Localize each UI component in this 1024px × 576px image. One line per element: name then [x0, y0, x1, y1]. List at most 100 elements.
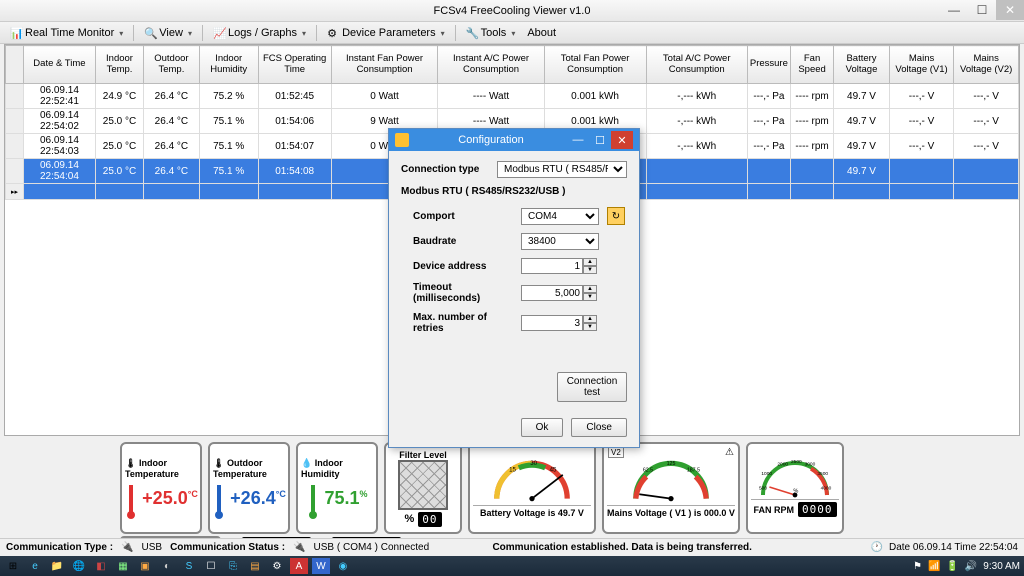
v2-toggle[interactable]: V2: [608, 447, 624, 458]
window-minimize-button[interactable]: —: [940, 0, 968, 20]
baudrate-select[interactable]: 38400: [521, 233, 599, 250]
cell: 0.001 kWh: [544, 84, 646, 109]
column-header[interactable]: Mains Voltage (V2): [954, 46, 1019, 84]
taskbar-ie-icon[interactable]: e: [26, 558, 44, 574]
cell: 01:54:06: [258, 109, 331, 134]
column-header[interactable]: Instant A/C Power Consumption: [438, 46, 544, 84]
toolbar-realtime-monitor[interactable]: 📊Real Time Monitor: [6, 25, 127, 41]
cell: 0 Watt: [331, 84, 438, 109]
filter-mesh-icon: [398, 460, 448, 510]
modbus-section-label: Modbus RTU ( RS485/RS232/USB ): [401, 186, 627, 197]
cell: [790, 159, 833, 184]
taskbar-app-icon[interactable]: ⚙: [268, 558, 286, 574]
dialog-maximize-button[interactable]: ☐: [589, 131, 611, 149]
taskbar-chrome-icon[interactable]: 🌐: [70, 558, 88, 574]
comport-select[interactable]: COM4: [521, 208, 599, 225]
window-maximize-button[interactable]: ☐: [968, 0, 996, 20]
taskbar-explorer-icon[interactable]: 📁: [48, 558, 66, 574]
column-header[interactable]: Instant Fan Power Consumption: [331, 46, 438, 84]
connection-type-label: Connection type: [401, 164, 489, 175]
taskbar-app-icon[interactable]: ▤: [246, 558, 264, 574]
taskbar-app-icon[interactable]: ⎘: [224, 558, 242, 574]
timeout-input[interactable]: [521, 285, 583, 301]
taskbar-skype-icon[interactable]: S: [180, 558, 198, 574]
cell: 06.09.14 22:54:03: [24, 134, 96, 159]
column-header[interactable]: Battery Voltage: [834, 46, 890, 84]
taskbar-app-icon[interactable]: ◧: [92, 558, 110, 574]
column-header[interactable]: Total Fan Power Consumption: [544, 46, 646, 84]
svg-text:4000: 4000: [821, 485, 832, 491]
timeout-label: Timeout (milliseconds): [413, 282, 513, 304]
connection-test-button[interactable]: Connection test: [557, 372, 627, 402]
column-header[interactable]: Pressure: [747, 46, 790, 84]
cell: 25.0 °C: [95, 134, 143, 159]
system-tray[interactable]: ⚑ 📶 🔋 🔊 9:30 AM: [913, 561, 1020, 572]
dialog-titlebar[interactable]: Configuration — ☐ ✕: [389, 129, 639, 151]
gauge-panel: 🌡 Indoor Temperature +25.0°C 🌡 Outdoor T…: [120, 442, 974, 534]
tray-flag-icon[interactable]: ⚑: [913, 561, 922, 572]
svg-text:500: 500: [759, 485, 767, 491]
window-title: FCSv4 FreeCooling Viewer v1.0: [434, 5, 591, 17]
dialog-minimize-button[interactable]: —: [567, 131, 589, 149]
svg-text:15: 15: [509, 466, 516, 473]
status-bar: Communication Type : 🔌 USB Communication…: [0, 538, 1024, 556]
taskbar-word-icon[interactable]: W: [312, 558, 330, 574]
column-header[interactable]: Total A/C Power Consumption: [646, 46, 747, 84]
column-header[interactable]: FCS Operating Time: [258, 46, 331, 84]
column-header[interactable]: Indoor Temp.: [95, 46, 143, 84]
configuration-dialog: Configuration — ☐ ✕ Connection type Modb…: [388, 128, 640, 448]
cell: ---,- V: [889, 134, 954, 159]
close-button[interactable]: Close: [571, 418, 627, 437]
tray-clock[interactable]: 9:30 AM: [983, 561, 1020, 572]
view-icon: 🔍: [144, 27, 156, 39]
tray-signal-icon[interactable]: 📶: [928, 561, 940, 572]
window-close-button[interactable]: ✕: [996, 0, 1024, 20]
device-address-input[interactable]: [521, 258, 583, 274]
toolbar-view[interactable]: 🔍View: [140, 25, 196, 41]
refresh-comport-button[interactable]: ↻: [607, 207, 625, 225]
toolbar-tools[interactable]: 🔧Tools: [462, 25, 520, 41]
cell: 01:54:07: [258, 134, 331, 159]
cell: ---,- V: [954, 109, 1019, 134]
table-row[interactable]: 06.09.14 22:52:4124.9 °C26.4 °C75.2 %01:…: [6, 84, 1019, 109]
cell: 01:54:08: [258, 159, 331, 184]
device-address-label: Device address: [413, 261, 513, 272]
taskbar-app-icon[interactable]: ☐: [202, 558, 220, 574]
tray-battery-icon[interactable]: 🔋: [946, 561, 958, 572]
column-header[interactable]: Outdoor Temp.: [144, 46, 200, 84]
windows-taskbar[interactable]: ⊞ e 📁 🌐 ◧ ▦ ▣ ◐ S ☐ ⎘ ▤ ⚙ A W ◉ ⚑ 📶 🔋 🔊 …: [0, 556, 1024, 576]
column-header[interactable]: Fan Speed: [790, 46, 833, 84]
cell: [889, 159, 954, 184]
dialog-close-button[interactable]: ✕: [611, 131, 633, 149]
timeout-spinner[interactable]: ▲▼: [583, 285, 597, 301]
outdoor-temp-gauge: 🌡 Outdoor Temperature +26.4°C: [208, 442, 290, 534]
cell: 49.7 V: [834, 159, 890, 184]
toolbar-device-parameters[interactable]: ⚙Device Parameters: [323, 25, 449, 41]
tray-volume-icon[interactable]: 🔊: [965, 561, 977, 572]
svg-text:1000: 1000: [761, 471, 772, 477]
retries-spinner[interactable]: ▲▼: [583, 315, 597, 331]
retries-input[interactable]: [521, 315, 583, 331]
row-header: [6, 159, 24, 184]
svg-text:30: 30: [530, 460, 537, 467]
taskbar-app-icon[interactable]: ▣: [136, 558, 154, 574]
cell: ---- rpm: [790, 134, 833, 159]
column-header[interactable]: Date & Time: [24, 46, 96, 84]
ok-button[interactable]: Ok: [521, 418, 564, 437]
taskbar-app-icon[interactable]: ◐: [158, 558, 176, 574]
cell: 26.4 °C: [144, 134, 200, 159]
device-address-spinner[interactable]: ▲▼: [583, 258, 597, 274]
column-header[interactable]: Indoor Humidity: [199, 46, 258, 84]
column-header[interactable]: Mains Voltage (V1): [889, 46, 954, 84]
taskbar-app-icon[interactable]: ▦: [114, 558, 132, 574]
filter-level-gauge: Filter Level %00: [384, 442, 462, 534]
taskbar-pdf-icon[interactable]: A: [290, 558, 308, 574]
toolbar-about[interactable]: About: [523, 25, 560, 41]
start-button[interactable]: ⊞: [4, 558, 22, 574]
connection-type-select[interactable]: Modbus RTU ( RS485/RS232/USB ): [497, 161, 627, 178]
cell: ---,- Pa: [747, 84, 790, 109]
cell: 26.4 °C: [144, 84, 200, 109]
taskbar-app-icon[interactable]: ◉: [334, 558, 352, 574]
svg-text:62.5: 62.5: [643, 467, 653, 473]
toolbar-logs-graphs[interactable]: 📈Logs / Graphs: [209, 25, 310, 41]
